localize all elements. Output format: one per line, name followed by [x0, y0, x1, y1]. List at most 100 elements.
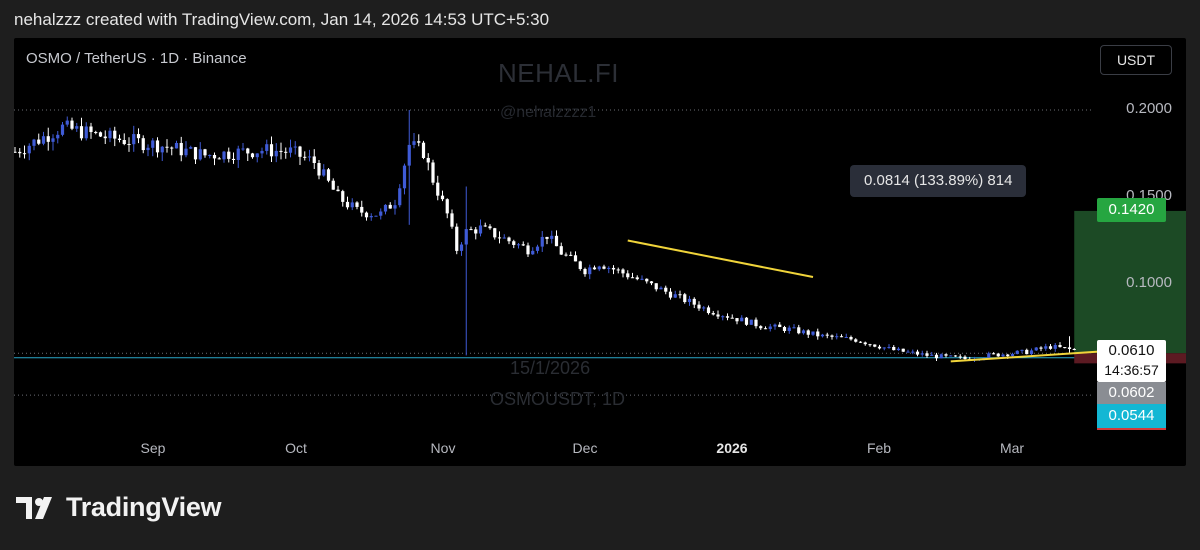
candle-body: [65, 120, 69, 125]
candle-body: [550, 235, 554, 239]
candle-body: [236, 148, 240, 160]
candle-body: [364, 212, 369, 218]
symbol-title[interactable]: OSMO / TetherUS · 1D · Binance: [26, 50, 247, 67]
candle-body: [89, 126, 93, 133]
candle-body: [1067, 347, 1072, 349]
candle-body: [345, 201, 350, 208]
price-axis-label: 0.2000: [1126, 100, 1172, 117]
candle-body: [450, 213, 454, 227]
candle-body: [279, 150, 283, 152]
candle-body: [640, 278, 644, 280]
candle-body: [417, 141, 421, 143]
candle-body: [331, 180, 335, 190]
candle-body: [778, 324, 782, 328]
candle-body: [526, 245, 530, 255]
candle-body: [493, 228, 497, 238]
tradingview-logo[interactable]: TradingView: [16, 492, 222, 523]
candle-body: [350, 202, 354, 208]
candle-body: [607, 267, 611, 269]
candle-body: [531, 250, 535, 255]
candle-body: [545, 236, 549, 239]
candle-body: [265, 144, 269, 151]
tradingview-brand: TradingView: [66, 492, 222, 522]
candle-body: [60, 124, 65, 135]
price-chart[interactable]: [14, 38, 1186, 466]
price-axis-label: 0.1000: [1126, 274, 1172, 291]
candle-body: [288, 147, 293, 153]
candle-body: [754, 319, 758, 327]
candle-body: [497, 237, 502, 239]
candle-body: [469, 229, 473, 231]
tradingview-logo-icon: [16, 496, 52, 519]
candle-body: [407, 144, 411, 166]
candle-body: [516, 244, 521, 246]
candle-body: [820, 334, 825, 337]
candle-body: [241, 148, 245, 150]
candle-body: [502, 237, 506, 239]
candle-body: [393, 205, 397, 209]
candle-body: [250, 153, 255, 158]
candle-body: [374, 215, 378, 217]
candle-body: [801, 330, 806, 334]
candle-body: [554, 235, 559, 247]
candle-body: [863, 342, 867, 345]
candle-body: [887, 346, 891, 348]
time-axis-label: Mar: [999, 440, 1025, 456]
time-axis-label: Feb: [866, 440, 892, 456]
candle-body: [312, 156, 316, 164]
candle-body: [896, 348, 901, 351]
candle-body: [759, 326, 763, 329]
last-price-tag: 0.0610 14:36:57: [1097, 340, 1166, 382]
candle-body: [873, 344, 877, 347]
candle-body: [1058, 345, 1062, 348]
candle-body: [222, 151, 226, 160]
candle-body: [37, 139, 41, 144]
candle-body: [179, 142, 183, 156]
candle-body: [117, 138, 122, 141]
target-price-tag: 0.1420: [1097, 198, 1166, 222]
candle-body: [702, 307, 706, 309]
candle-body: [136, 134, 141, 139]
candle-body: [953, 355, 958, 357]
candle-body: [564, 254, 568, 256]
candle-body: [307, 156, 312, 158]
watermark-title: NEHAL.FI: [498, 58, 620, 88]
candle-body: [146, 147, 150, 151]
candle-body: [402, 165, 407, 189]
candle-body: [255, 153, 259, 158]
candle-body: [811, 331, 815, 335]
candle-body: [806, 330, 810, 335]
candle-body: [949, 355, 953, 357]
candle-body: [787, 327, 791, 332]
candle-body: [858, 341, 863, 343]
candle-body: [616, 269, 620, 271]
candle-body: [1039, 347, 1043, 349]
candle-body: [749, 319, 753, 325]
trendline: [950, 349, 1108, 363]
candle-body: [925, 353, 929, 356]
currency-button[interactable]: USDT: [1100, 45, 1172, 75]
measure-tooltip: 0.0814 (133.89%) 814: [850, 165, 1027, 197]
candle-body: [535, 246, 540, 251]
candle-body: [583, 268, 587, 275]
candle-body: [768, 326, 772, 329]
candle-body: [654, 283, 658, 290]
candle-body: [217, 158, 221, 160]
candle-body: [621, 269, 625, 274]
candle-body: [1063, 347, 1067, 349]
candle-body: [212, 154, 217, 159]
candle-body: [317, 163, 321, 176]
candle-body: [611, 267, 616, 270]
candle-body: [426, 157, 430, 163]
chart-pane[interactable]: OSMO / TetherUS · 1D · Binance USDT NEHA…: [14, 38, 1186, 466]
candle-body: [773, 324, 777, 327]
candle-body: [51, 138, 55, 142]
candle-body: [184, 148, 188, 156]
candle-body: [711, 313, 715, 315]
candle-body: [464, 229, 468, 245]
candle-body: [483, 225, 487, 227]
candle-body: [445, 199, 449, 214]
candle-body: [360, 206, 364, 213]
candle-body: [189, 147, 193, 149]
candle-body: [46, 136, 50, 142]
